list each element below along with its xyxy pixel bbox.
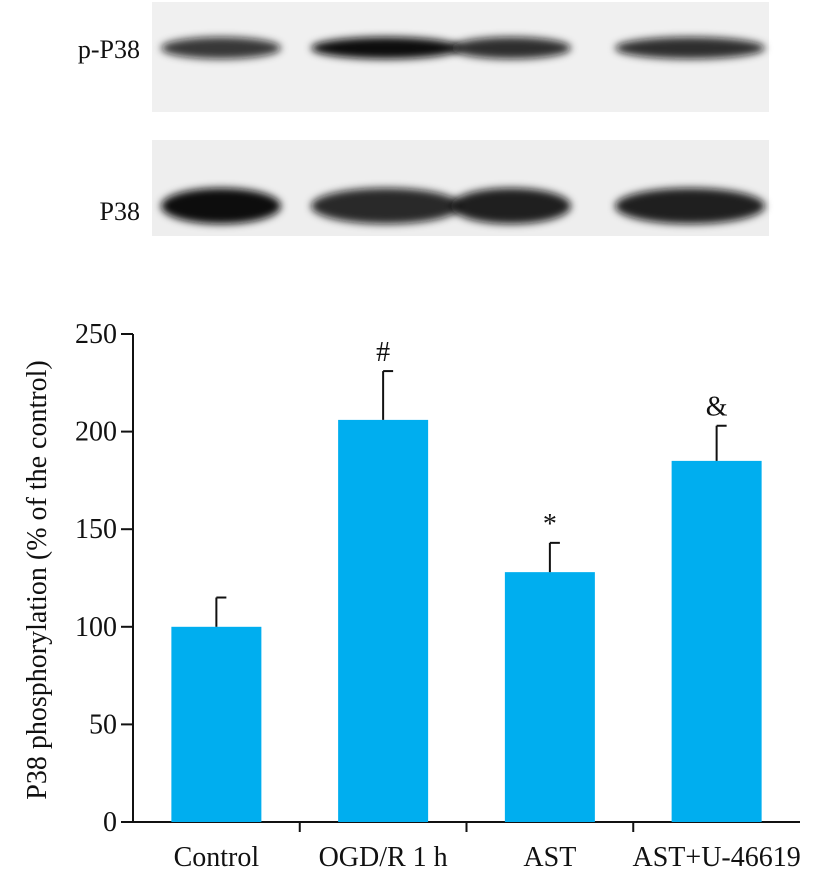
blot-band [161, 188, 281, 224]
x-tick-label: AST [523, 842, 576, 871]
bar [504, 572, 595, 822]
y-tick-label: 100 [75, 612, 117, 643]
blot-band [451, 188, 571, 224]
blot-label-p-p38: p-P38 [78, 35, 140, 64]
blot-band [311, 188, 461, 224]
y-tick-label: 150 [75, 514, 117, 545]
blot-band [615, 188, 765, 224]
blot-label-p38: P38 [100, 197, 140, 226]
significance-marker: & [706, 392, 728, 423]
x-tick-label: OGD/R 1 h [319, 842, 448, 871]
y-tick-label: 50 [89, 709, 117, 740]
significance-marker: * [543, 509, 557, 540]
significance-marker: # [376, 337, 390, 368]
blot-band [615, 37, 765, 59]
blot-band [451, 37, 571, 59]
bar [338, 419, 429, 822]
bar [171, 626, 262, 822]
y-tick-label: 250 [75, 319, 117, 350]
blot-band [311, 37, 461, 59]
y-tick-label: 200 [75, 417, 117, 448]
y-axis-label: P38 phosphorylation (% of the control) [22, 360, 53, 799]
x-tick-label: AST+U-46619 [633, 842, 801, 871]
y-tick-label: 0 [103, 807, 117, 838]
bar [671, 460, 762, 822]
western-blot: p-P38 P38 [78, 2, 769, 236]
blot-band [161, 37, 281, 59]
x-tick-label: Control [174, 842, 260, 871]
